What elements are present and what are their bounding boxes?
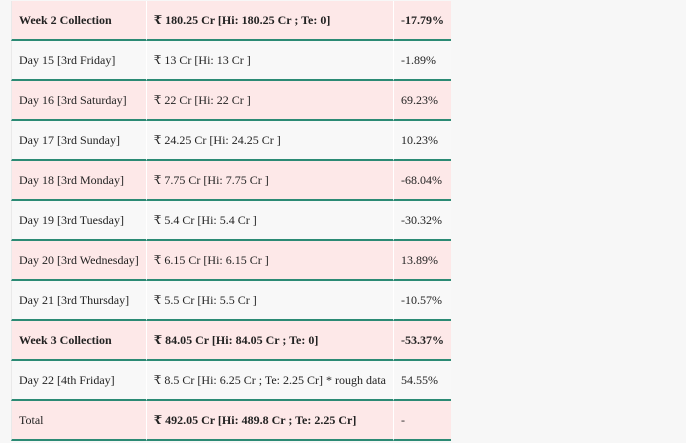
- table-row: Day 16 [3rd Saturday] ₹ 22 Cr [Hi: 22 Cr…: [11, 81, 451, 121]
- box-office-collection-table: Week 2 Collection ₹ 180.25 Cr [Hi: 180.2…: [11, 1, 451, 441]
- collection-amount-cell: ₹ 22 Cr [Hi: 22 Cr ]: [145, 81, 393, 121]
- day-label-cell: Week 2 Collection: [11, 1, 146, 41]
- table-body: Week 2 Collection ₹ 180.25 Cr [Hi: 180.2…: [11, 1, 451, 441]
- percent-change-cell: -: [393, 401, 451, 441]
- percent-change-cell: -17.79%: [393, 1, 451, 41]
- collection-amount-cell: ₹ 7.75 Cr [Hi: 7.75 Cr ]: [145, 161, 393, 201]
- table-row: Day 15 [3rd Friday] ₹ 13 Cr [Hi: 13 Cr ]…: [11, 41, 451, 81]
- day-label-cell: Day 16 [3rd Saturday]: [11, 81, 146, 121]
- table-row: Day 22 [4th Friday] ₹ 8.5 Cr [Hi: 6.25 C…: [11, 361, 451, 401]
- table-row: Day 19 [3rd Tuesday] ₹ 5.4 Cr [Hi: 5.4 C…: [11, 201, 451, 241]
- collection-amount-cell: ₹ 8.5 Cr [Hi: 6.25 Cr ; Te: 2.25 Cr] * r…: [145, 361, 393, 401]
- collection-amount-cell: ₹ 5.4 Cr [Hi: 5.4 Cr ]: [145, 201, 393, 241]
- percent-change-cell: -53.37%: [393, 321, 451, 361]
- collection-amount-cell: ₹ 5.5 Cr [Hi: 5.5 Cr ]: [145, 281, 393, 321]
- collection-amount-cell: ₹ 492.05 Cr [Hi: 489.8 Cr ; Te: 2.25 Cr]: [145, 401, 393, 441]
- table-row: Day 20 [3rd Wednesday] ₹ 6.15 Cr [Hi: 6.…: [11, 241, 451, 281]
- percent-change-cell: 10.23%: [393, 121, 451, 161]
- percent-change-cell: -1.89%: [393, 41, 451, 81]
- day-label-cell: Day 15 [3rd Friday]: [11, 41, 146, 81]
- table-row: Day 21 [3rd Thursday] ₹ 5.5 Cr [Hi: 5.5 …: [11, 281, 451, 321]
- table-row: Total ₹ 492.05 Cr [Hi: 489.8 Cr ; Te: 2.…: [11, 401, 451, 441]
- percent-change-cell: 13.89%: [393, 241, 451, 281]
- collection-amount-cell: ₹ 180.25 Cr [Hi: 180.25 Cr ; Te: 0]: [145, 1, 393, 41]
- day-label-cell: Day 17 [3rd Sunday]: [11, 121, 146, 161]
- table-row: Week 2 Collection ₹ 180.25 Cr [Hi: 180.2…: [11, 1, 451, 41]
- collection-amount-cell: ₹ 24.25 Cr [Hi: 24.25 Cr ]: [145, 121, 393, 161]
- table-row: Day 18 [3rd Monday] ₹ 7.75 Cr [Hi: 7.75 …: [11, 161, 451, 201]
- table-row: Week 3 Collection ₹ 84.05 Cr [Hi: 84.05 …: [11, 321, 451, 361]
- day-label-cell: Total: [11, 401, 146, 441]
- day-label-cell: Day 18 [3rd Monday]: [11, 161, 146, 201]
- collection-amount-cell: ₹ 84.05 Cr [Hi: 84.05 Cr ; Te: 0]: [145, 321, 393, 361]
- percent-change-cell: 69.23%: [393, 81, 451, 121]
- table-row: Day 17 [3rd Sunday] ₹ 24.25 Cr [Hi: 24.2…: [11, 121, 451, 161]
- percent-change-cell: -10.57%: [393, 281, 451, 321]
- day-label-cell: Day 19 [3rd Tuesday]: [11, 201, 146, 241]
- collection-amount-cell: ₹ 6.15 Cr [Hi: 6.15 Cr ]: [145, 241, 393, 281]
- percent-change-cell: -68.04%: [393, 161, 451, 201]
- day-label-cell: Day 21 [3rd Thursday]: [11, 281, 146, 321]
- day-label-cell: Day 20 [3rd Wednesday]: [11, 241, 146, 281]
- percent-change-cell: 54.55%: [393, 361, 451, 401]
- percent-change-cell: -30.32%: [393, 201, 451, 241]
- collection-amount-cell: ₹ 13 Cr [Hi: 13 Cr ]: [145, 41, 393, 81]
- day-label-cell: Day 22 [4th Friday]: [11, 361, 146, 401]
- day-label-cell: Week 3 Collection: [11, 321, 146, 361]
